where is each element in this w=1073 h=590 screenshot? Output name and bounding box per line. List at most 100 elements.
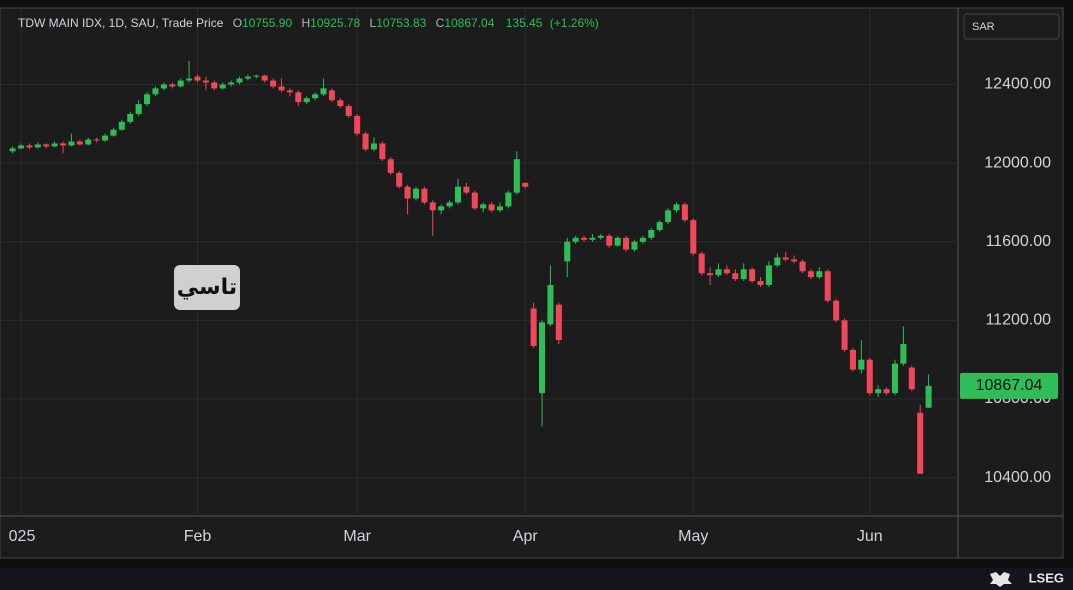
candle-body	[219, 84, 226, 89]
candle-body	[127, 113, 134, 122]
candle-body	[799, 261, 806, 272]
y-tick-label: 11200.00	[985, 312, 1051, 329]
candle-body	[673, 204, 680, 211]
candle-body	[925, 385, 932, 408]
y-tick-label: 11600.00	[985, 233, 1051, 250]
candle-body	[396, 172, 403, 187]
candle-body	[135, 104, 142, 114]
header: TDW MAIN IDX, 1D, SAU, Trade Price O1075…	[18, 16, 599, 30]
candle-body	[303, 98, 310, 103]
candle-body	[278, 86, 285, 91]
grid	[0, 8, 958, 516]
candle-body	[93, 139, 100, 141]
candle-body	[152, 88, 159, 95]
candle-body	[505, 192, 512, 207]
candle-body	[471, 192, 478, 209]
o-value: 10755.90	[242, 16, 292, 30]
last-price-box	[960, 372, 1058, 399]
candle-body	[648, 229, 655, 238]
candle-body	[169, 84, 176, 87]
candle-body	[387, 159, 394, 173]
candle-body	[698, 253, 705, 274]
x-tick-label: Feb	[184, 528, 212, 545]
candle-body	[463, 186, 470, 193]
candle-body	[244, 76, 251, 79]
x-tick-label: Mar	[343, 528, 371, 545]
candle-body	[723, 269, 730, 274]
candle-body	[891, 363, 898, 394]
x-tick-label: May	[678, 528, 708, 545]
candle-body	[530, 308, 537, 346]
candle-body	[421, 188, 428, 203]
candle-body	[917, 412, 924, 474]
candle-body	[555, 304, 562, 341]
candle-body	[656, 222, 663, 230]
candle-body	[194, 76, 201, 81]
candle-body	[791, 259, 798, 262]
candle-body	[236, 78, 243, 83]
candle-body	[102, 135, 109, 141]
candle-body	[51, 143, 58, 147]
currency[interactable]: SAR	[972, 21, 995, 33]
candle-body	[480, 204, 487, 209]
candle-body	[328, 90, 335, 101]
candle-body	[118, 121, 125, 130]
candle-body	[177, 80, 184, 87]
candle-body	[68, 141, 75, 146]
candle-body	[572, 237, 579, 242]
candle-body	[816, 271, 823, 278]
candle-body	[261, 75, 268, 81]
c-label: C	[436, 16, 445, 30]
candle-body	[438, 206, 445, 211]
candle-body	[228, 82, 235, 85]
h-label: H	[301, 16, 310, 30]
candle-body	[623, 237, 630, 250]
y-tick-label: 12000.00	[984, 154, 1051, 171]
candle-body	[849, 349, 856, 370]
candle-body	[160, 84, 167, 89]
candle-body	[908, 367, 915, 390]
candle-body	[875, 389, 882, 394]
candle-body	[883, 389, 890, 394]
candle-body	[337, 100, 344, 107]
candle-body	[606, 235, 613, 246]
symbol: TDW MAIN IDX, 1D, SAU, Trade Price	[18, 16, 224, 30]
candle-body	[446, 202, 453, 207]
candle-body	[866, 359, 873, 394]
candle-body	[513, 159, 520, 193]
candle-body	[404, 186, 411, 199]
x-tick-label: Jun	[857, 528, 883, 545]
candle-body	[144, 94, 151, 105]
currency-box[interactable]	[963, 13, 1060, 40]
candle-body	[354, 115, 361, 134]
candle-body	[379, 143, 386, 160]
candle-body	[707, 273, 714, 276]
candle-body	[412, 188, 419, 199]
candle-body	[202, 80, 209, 83]
candle-body	[749, 269, 756, 282]
candle-body	[76, 141, 83, 145]
candle-body	[85, 139, 92, 145]
x-tick-label: Apr	[513, 528, 539, 545]
change-pct: (+1.26%)	[550, 16, 599, 30]
candle-body	[782, 257, 789, 260]
candle-body	[631, 241, 638, 250]
candle-body	[9, 148, 16, 152]
brand: LSEG	[1029, 570, 1064, 585]
y-tick-label: 10400.00	[984, 469, 1051, 486]
candle-body	[34, 144, 41, 148]
change: 135.45	[506, 16, 543, 30]
candle-body	[522, 182, 529, 187]
candle-body	[715, 269, 722, 276]
footer-bar	[0, 568, 1073, 590]
candle-body	[270, 80, 277, 87]
candle-body	[900, 343, 907, 364]
candle-body	[253, 75, 260, 77]
annotation-box	[174, 265, 240, 310]
c-value: 10867.04	[444, 16, 494, 30]
candle-body	[488, 204, 495, 211]
candle-body	[345, 106, 352, 116]
candle-body	[665, 210, 672, 223]
